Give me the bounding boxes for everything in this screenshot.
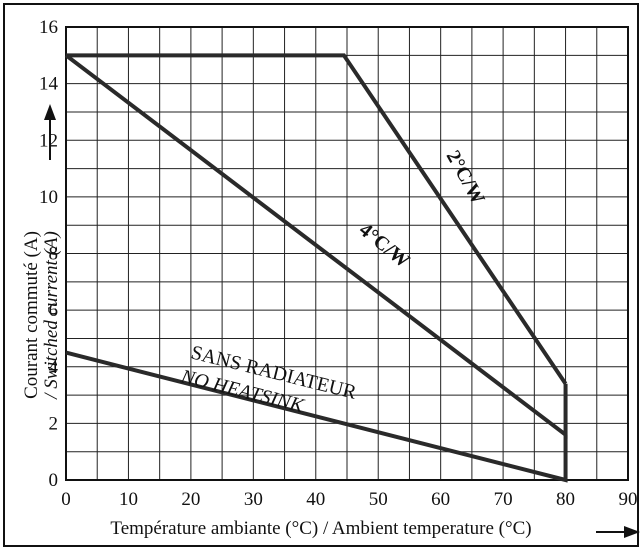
x-tick-label: 40 [306, 489, 325, 510]
x-tick-label: 30 [244, 489, 263, 510]
y-tick-label: 16 [39, 17, 58, 38]
curve-2cw [66, 53, 568, 385]
y-axis-title-line1: Courant commuté (A) [21, 231, 42, 399]
curve-label-2cw: 2°C/W [442, 147, 489, 208]
y-tick-label: 4 [49, 357, 59, 378]
y-axis-title-line2: / Switched current (A) [41, 231, 62, 400]
x-tick-label: 70 [494, 489, 513, 510]
y-tick-label: 0 [49, 470, 59, 491]
y-tick-label: 10 [39, 187, 58, 208]
x-tick-label: 80 [556, 489, 575, 510]
x-axis-title: Température ambiante (°C) / Ambient temp… [110, 518, 531, 539]
x-tick-label: 20 [181, 489, 200, 510]
curves [64, 53, 568, 483]
x-tick-label: 60 [431, 489, 450, 510]
x-axis-arrow [596, 526, 640, 538]
y-tick-label: 14 [39, 74, 59, 95]
y-axis-title: Courant commuté (A) / Switched current (… [21, 231, 62, 400]
outer-border [3, 3, 639, 547]
x-tick-label: 10 [119, 489, 138, 510]
y-tick-label: 2 [49, 413, 59, 434]
y-tick-label: 12 [39, 130, 58, 151]
x-tick-label: 90 [619, 489, 638, 510]
y-tick-label: 6 [49, 300, 59, 321]
plot-area-border [65, 26, 629, 481]
y-axis-arrow [44, 104, 56, 160]
x-tick-labels: 0 10 20 30 40 50 60 70 80 90 [61, 489, 637, 510]
y-tick-label: 8 [49, 244, 59, 265]
y-tick-labels: 0 2 4 6 8 10 12 14 16 [39, 17, 59, 491]
x-tick-label: 0 [61, 489, 71, 510]
x-tick-label: 50 [369, 489, 388, 510]
curve-no-heatsink [65, 350, 568, 483]
curve-label-4cw: 4°C/W [355, 219, 414, 273]
grid-lines [65, 26, 629, 481]
